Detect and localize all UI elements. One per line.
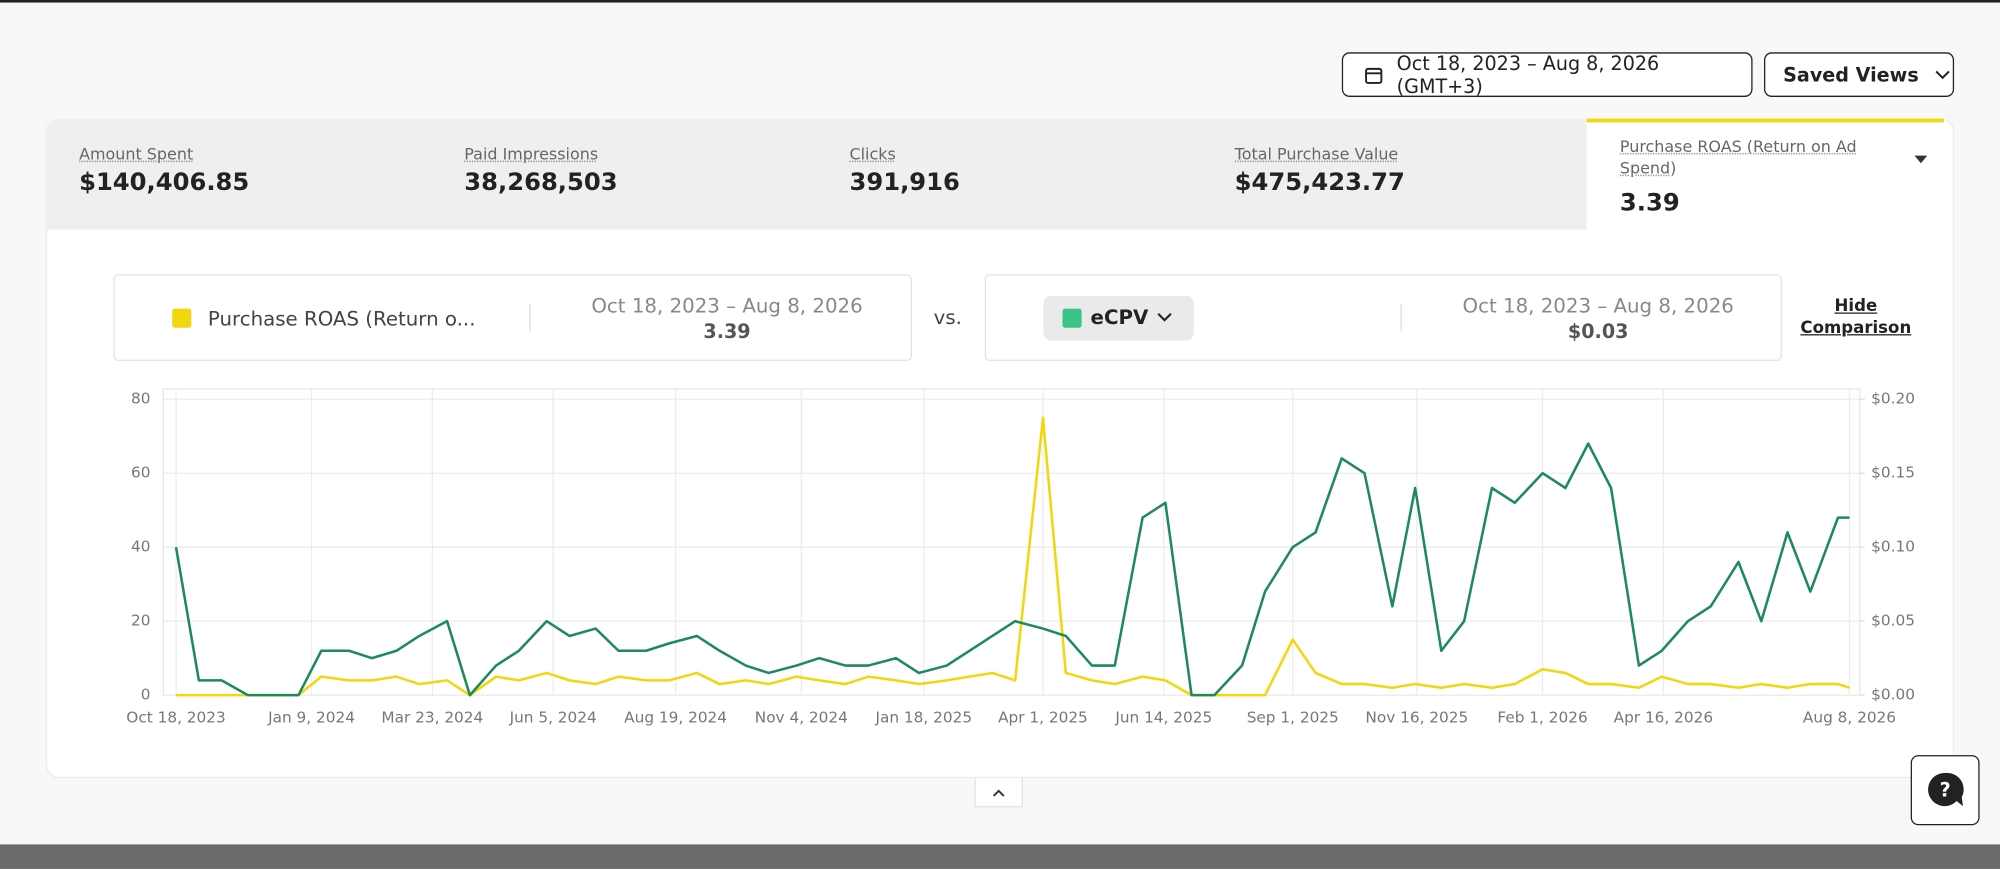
- bottom-strip: [0, 844, 2000, 869]
- divider: [1400, 303, 1402, 332]
- calendar-icon: [1365, 67, 1383, 84]
- selected-metric-tab[interactable]: Purchase ROAS (Return on Ad Spend) 3.39: [1586, 118, 1944, 230]
- x-tick-label: Oct 18, 2023: [126, 709, 225, 727]
- comparison-left: Purchase ROAS (Return o... Oct 18, 2023 …: [113, 274, 912, 361]
- y-tick-label: 60: [131, 464, 150, 482]
- metric-tile[interactable]: Total Purchase Value $475,423.77: [1235, 144, 1405, 196]
- swatch: [1062, 308, 1082, 328]
- x-tick-label: Nov 16, 2025: [1365, 709, 1468, 727]
- x-tick-label: Jan 18, 2025: [874, 709, 972, 727]
- chevron-up: [992, 789, 1005, 797]
- series-line: [174, 442, 1850, 697]
- x-tick-label: Jun 14, 2025: [1114, 709, 1212, 727]
- metric-value: 38,268,503: [464, 168, 618, 197]
- metric-value: 3.39: [1619, 188, 1680, 217]
- dropdown-arrow: [1914, 155, 1928, 164]
- chevron: [1157, 313, 1172, 322]
- comparison-metric: Purchase ROAS (Return o...: [207, 307, 476, 331]
- svg-text:?: ?: [1940, 778, 1951, 801]
- x-tick-label: Jun 5, 2024: [509, 709, 597, 727]
- comparison-value: $0.03: [1567, 320, 1629, 344]
- comparison-metric: eCPV: [1090, 306, 1149, 330]
- y2-tick-label: $0.10: [1871, 538, 1915, 556]
- metric-tile[interactable]: Amount Spent $140,406.85: [79, 144, 249, 196]
- metric-value: $140,406.85: [79, 168, 250, 197]
- date-range-text: Oct 18, 2023 – Aug 8, 2026 (GMT+3): [1396, 51, 1660, 98]
- metric-label: Paid Impressions: [464, 144, 599, 164]
- metrics-strip: [45, 118, 1587, 230]
- series-line: [176, 416, 1850, 697]
- x-tick-label: Aug 19, 2024: [624, 709, 727, 727]
- hide-comparison-link[interactable]: Hide Comparison: [1800, 297, 1912, 339]
- chevron: [1935, 70, 1951, 79]
- x-tick-label: Mar 23, 2024: [381, 709, 483, 727]
- vs-label: vs.: [933, 306, 962, 330]
- metric-picker[interactable]: eCPV: [1043, 295, 1194, 341]
- x-tick-label: Apr 16, 2026: [1614, 709, 1713, 727]
- x-tick-label: Apr 1, 2025: [998, 709, 1088, 727]
- y-tick-label: 80: [131, 390, 150, 408]
- top-bar: [0, 0, 2000, 3]
- comparison-value: 3.39: [703, 320, 751, 344]
- x-tick-label: Aug 8, 2026: [1803, 709, 1896, 727]
- metric-label: Total Purchase Value: [1234, 144, 1399, 164]
- y2-tick-label: $0.00: [1871, 686, 1915, 704]
- metric-value: 391,916: [849, 168, 960, 197]
- comparison-right: eCPV Oct 18, 2023 – Aug 8, 2026 $0.03: [984, 274, 1782, 361]
- metric-tile[interactable]: Clicks 391,916: [849, 144, 959, 196]
- x-tick-label: Nov 4, 2024: [755, 709, 848, 727]
- comparison-date: Oct 18, 2023 – Aug 8, 2026: [1462, 294, 1734, 318]
- y2-tick-label: $0.20: [1871, 390, 1915, 408]
- help-button[interactable]: ?: [1910, 755, 1980, 826]
- plot-border: [162, 388, 1861, 696]
- swatch: [172, 308, 192, 328]
- x-tick-label: Feb 1, 2026: [1497, 709, 1587, 727]
- y-tick-label: 0: [141, 686, 151, 704]
- x-tick-label: Sep 1, 2025: [1247, 709, 1339, 727]
- saved-views-button[interactable]: Saved Views: [1764, 52, 1955, 97]
- y2-tick-label: $0.15: [1871, 464, 1915, 482]
- x-tick-label: Jan 9, 2024: [267, 709, 355, 727]
- metric-label: Purchase ROAS (Return on Ad Spend): [1619, 136, 1857, 178]
- metric-label: Clicks: [849, 144, 896, 164]
- y-tick-label: 40: [131, 538, 150, 556]
- help-icon: ?: [1928, 772, 1964, 807]
- date-range-button[interactable]: Oct 18, 2023 – Aug 8, 2026 (GMT+3): [1341, 51, 1753, 98]
- metric-value: $475,423.77: [1234, 168, 1405, 197]
- saved-views-text: Saved Views: [1783, 63, 1919, 87]
- collapse-button[interactable]: [974, 778, 1023, 808]
- metric-tile[interactable]: Paid Impressions 38,268,503: [464, 144, 617, 196]
- comparison-date: Oct 18, 2023 – Aug 8, 2026: [591, 294, 863, 318]
- y2-tick-label: $0.05: [1871, 612, 1915, 630]
- metric-label: Amount Spent: [79, 144, 194, 164]
- divider: [529, 303, 531, 332]
- y-tick-label: 20: [131, 612, 150, 630]
